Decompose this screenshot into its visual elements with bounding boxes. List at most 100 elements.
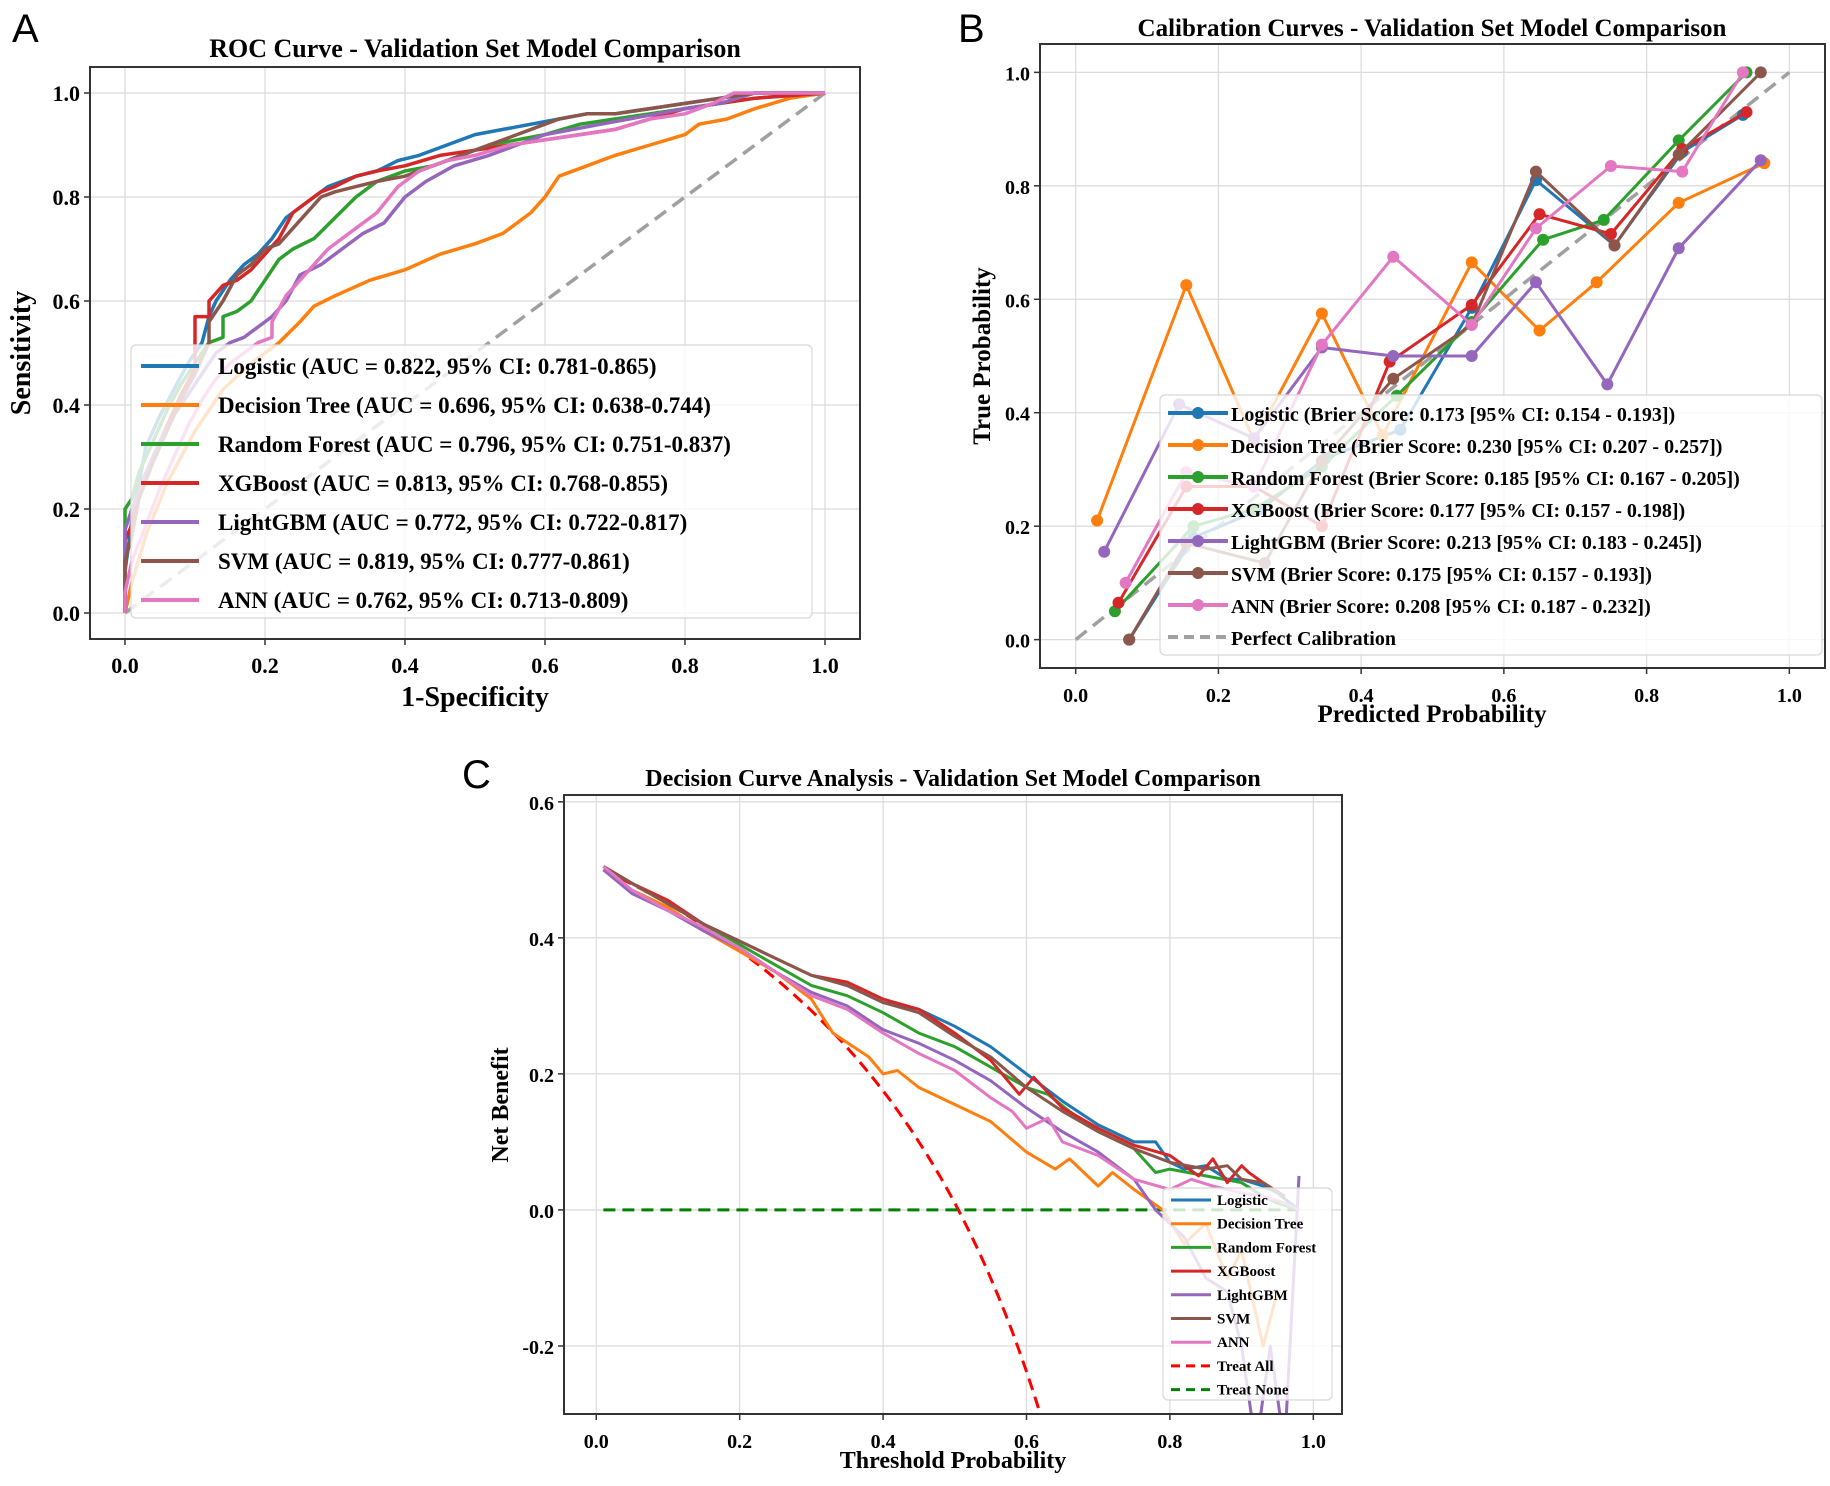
calibration-point-svm [1387,372,1400,385]
calibration-x-tick-label: 1.0 [1777,685,1802,707]
series-line-logistic [602,865,1300,1212]
dca-legend: Logistic Decision Tree Random Forest XGBoos… [1162,1187,1333,1401]
calibration-y-tick-label: 0.4 [1005,404,1030,426]
dca-y-tick-label: -0.2 [522,1337,554,1359]
legend-marker-logistic [1192,407,1204,419]
roc-axes-frame [89,66,861,640]
calibration-point-ann [1736,66,1749,79]
calibration-point-svm [1529,165,1542,178]
dca-y-axis-label: Net Benefit [488,1047,514,1162]
calibration-point-decision-tree [1180,279,1193,292]
roc-y-tick-label: 0.2 [53,497,81,522]
calibration-panel: B Calibration Curves - Validation Set Mo… [958,7,1826,728]
series-line-ann [602,865,1300,1212]
calibration-point-ann [1315,338,1328,351]
calibration-point-decision-tree [1315,307,1328,320]
calibration-legend: Logistic (Brier Score: 0.173 [95% CI: 0.… [1159,394,1823,656]
calibration-point-svm [1672,148,1685,161]
calibration-x-tick-label: 0.0 [1063,685,1088,707]
calibration-x-tick-label: 0.6 [1491,685,1516,707]
calibration-point-ann [1676,165,1689,178]
series-line-xgboost [602,865,1286,1198]
calibration-point-lightgbm [1754,154,1767,167]
legend-label-ann: ANN [1217,1335,1250,1351]
roc-y-tick-label: 0.4 [53,393,81,418]
calibration-y-tick-label: 1.0 [1005,63,1030,85]
legend-label-logistic: Logistic [1217,1193,1268,1209]
roc-x-tick-label: 0.6 [531,653,559,678]
calibration-point-decision-tree [1590,276,1603,289]
legend-label-lightgbm: LightGBM [1217,1288,1288,1304]
legend-label-treat-none: Treat None [1217,1383,1289,1399]
roc-legend: Logistic (AUC = 0.822, 95% CI: 0.781-0.8… [130,344,813,619]
legend-label-xgboost: XGBoost (Brier Score: 0.177 [95% CI: 0.1… [1231,500,1685,522]
calibration-legend-box [1159,394,1823,656]
calibration-y-tick-label: 0.2 [1005,517,1030,539]
calibration-point-ann [1529,222,1542,235]
legend-marker-ann [1192,599,1204,611]
calibration-point-xgboost [1740,106,1753,119]
legend-label-decision-tree: Decision Tree (Brier Score: 0.230 [95% C… [1231,436,1722,458]
dca-x-tick-label: 1.0 [1301,1431,1326,1453]
calibration-point-xgboost [1604,228,1617,241]
dca-x-tick-label: 0.4 [871,1431,896,1453]
dca-x-tick-label: 0.6 [1014,1431,1039,1453]
legend-marker-lightgbm [1192,535,1204,547]
series-line-svm [602,865,1286,1198]
calibration-point-lightgbm [1465,350,1478,362]
calibration-point-xgboost [1533,208,1546,221]
dca-x-axis-label: Threshold Probability [840,1448,1067,1474]
legend-label-lightgbm: LightGBM (AUC = 0.772, 95% CI: 0.722-0.8… [218,510,687,535]
legend-label-perfect-calibration: Perfect Calibration [1231,628,1396,650]
legend-marker-xgboost [1192,503,1204,515]
calibration-point-lightgbm [1529,276,1542,289]
calibration-point-xgboost [1112,596,1125,609]
legend-label-xgboost: XGBoost (AUC = 0.813, 95% CI: 0.768-0.85… [218,471,668,496]
treat-all-line [602,868,1042,1414]
calibration-point-ann [1465,318,1478,331]
calibration-title: Calibration Curves - Validation Set Mode… [1138,15,1727,42]
legend-label-lightgbm: LightGBM (Brier Score: 0.213 [95% CI: 0.… [1231,532,1702,554]
legend-label-logistic: Logistic (Brier Score: 0.173 [95% CI: 0.… [1231,404,1675,426]
legend-label-svm: SVM (AUC = 0.819, 95% CI: 0.777-0.861) [218,549,630,574]
calibration-axes-frame [1039,43,1826,669]
legend-marker-random-forest [1192,471,1204,483]
dca-ticks: 0.0 0.2 0.4 0.6 0.8 1.0 -0.2 0.0 0.2 0.4 0.6 [522,793,1325,1453]
roc-x-axis-label: 1-Specificity [401,682,549,713]
roc-title: ROC Curve - Validation Set Model Compari… [209,34,741,63]
calibration-point-lightgbm [1672,242,1685,255]
roc-legend-box [130,344,813,619]
calibration-x-axis-label: Predicted Probability [1318,701,1547,728]
calibration-point-decision-tree [1465,256,1478,269]
roc-x-tick-label: 1.0 [811,653,839,678]
calibration-point-svm [1608,239,1621,252]
roc-x-tick-label: 0.8 [671,653,699,678]
calibration-point-lightgbm [1601,378,1614,391]
legend-marker-svm [1192,567,1204,579]
dca-grid [564,795,1342,1414]
legend-label-svm: SVM (Brier Score: 0.175 [95% CI: 0.157 -… [1231,564,1652,586]
legend-label-logistic: Logistic (AUC = 0.822, 95% CI: 0.781-0.8… [218,354,657,379]
series-line-decision-tree [1095,161,1765,522]
dca-legend-box [1162,1187,1333,1401]
calibration-point-lightgbm [1387,350,1400,362]
dca-x-tick-label: 0.2 [727,1431,752,1453]
calibration-point-svm [1123,633,1136,646]
calibration-point-decision-tree [1533,324,1546,337]
legend-label-ann: ANN (AUC = 0.762, 95% CI: 0.713-0.809) [218,588,628,613]
calibration-point-random-forest [1537,233,1550,246]
roc-x-tick-label: 0.0 [111,653,139,678]
legend-label-random-forest: Random Forest (Brier Score: 0.185 [95% C… [1231,468,1740,490]
panel-letter-b: B [958,7,985,51]
roc-y-tick-label: 0.0 [53,601,81,626]
legend-label-svm: SVM [1217,1312,1250,1328]
dca-y-tick-label: 0.6 [529,793,554,815]
dca-y-tick-label: 0.0 [529,1201,554,1223]
dca-title: Decision Curve Analysis - Validation Set… [645,766,1260,792]
legend-label-random-forest: Random Forest (AUC = 0.796, 95% CI: 0.75… [218,432,731,457]
calibration-point-lightgbm [1098,545,1111,558]
roc-ticks: 0.0 0.2 0.4 0.6 0.8 1.0 0.0 0.2 0.4 0.6 0.8 1.0 [53,81,839,678]
legend-label-decision-tree: Decision Tree (AUC = 0.696, 95% CI: 0.63… [218,393,711,418]
legend-label-treat-all: Treat All [1217,1359,1274,1375]
dca-y-tick-label: 0.4 [529,929,554,951]
